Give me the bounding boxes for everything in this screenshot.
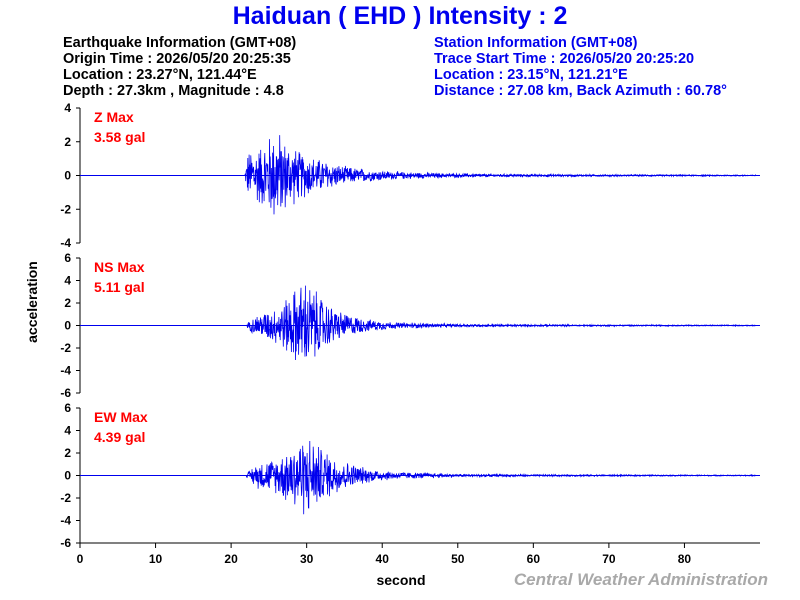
chart-title: Haiduan ( EHD ) Intensity : 2 [232,2,568,30]
trace-start-time: Trace Start Time : 2026/05/20 20:25:20 [434,51,695,67]
max-value-z: 3.58 gal [94,129,145,145]
origin-time: Origin Time : 2026/05/20 20:25:35 [63,51,291,67]
y-tick-label-ns: 0 [64,319,71,333]
y-tick-label-ns: -6 [60,386,71,400]
x-tick-label: 0 [77,552,84,566]
x-tick-label: 50 [451,552,465,566]
y-tick-label-z: -2 [60,202,71,216]
max-label-ew: EW Max [94,409,148,425]
y-tick-label-ew: 2 [64,446,71,460]
y-tick-label-ns: 2 [64,296,71,310]
y-tick-label-z: 2 [64,135,71,149]
station-info-heading: Station Information (GMT+08) [434,35,638,51]
y-axis-label: acceleration [24,261,40,343]
station-info: Station Information (GMT+08) Trace Start… [434,35,727,99]
max-label-ns: NS Max [94,259,145,275]
y-tick-label-ew: -4 [60,514,71,528]
y-tick-label-z: 0 [64,169,71,183]
x-tick-label: 70 [602,552,616,566]
waveform-z [244,135,757,215]
x-axis-label: second [376,572,425,588]
y-tick-label-z: 4 [64,101,71,115]
agency-credit: Central Weather Administration [513,570,768,589]
waveform-ns [246,285,757,361]
x-tick-label: 80 [678,552,692,566]
y-tick-label-ew: 0 [64,469,71,483]
x-tick-label: 60 [527,552,541,566]
y-tick-label-z: -4 [60,236,71,250]
max-value-ew: 4.39 gal [94,429,145,445]
station-location: Location : 23.15°N, 121.21°E [434,67,628,83]
max-label-z: Z Max [94,109,134,125]
waveform-ew [245,440,756,515]
epicenter-location: Location : 23.27°N, 121.44°E [63,67,257,83]
depth-magnitude: Depth : 27.3km , Magnitude : 4.8 [63,83,284,99]
x-tick-label: 30 [300,552,314,566]
y-tick-label-ns: -4 [60,364,71,378]
x-tick-label: 20 [224,552,238,566]
earthquake-info: Earthquake Information (GMT+08) Origin T… [63,35,296,99]
max-value-ns: 5.11 gal [94,279,145,295]
y-tick-label-ns: -2 [60,341,71,355]
y-tick-label-ew: -2 [60,491,71,505]
y-tick-label-ew: -6 [60,536,71,550]
y-tick-label-ns: 6 [64,251,71,265]
y-tick-label-ns: 4 [64,274,71,288]
y-tick-label-ew: 6 [64,401,71,415]
station-distance: Distance : 27.08 km, Back Azimuth : 60.7… [434,83,727,99]
y-tick-label-ew: 4 [64,424,71,438]
earthquake-info-heading: Earthquake Information (GMT+08) [63,35,297,51]
x-tick-label: 40 [376,552,390,566]
x-tick-label: 10 [149,552,163,566]
